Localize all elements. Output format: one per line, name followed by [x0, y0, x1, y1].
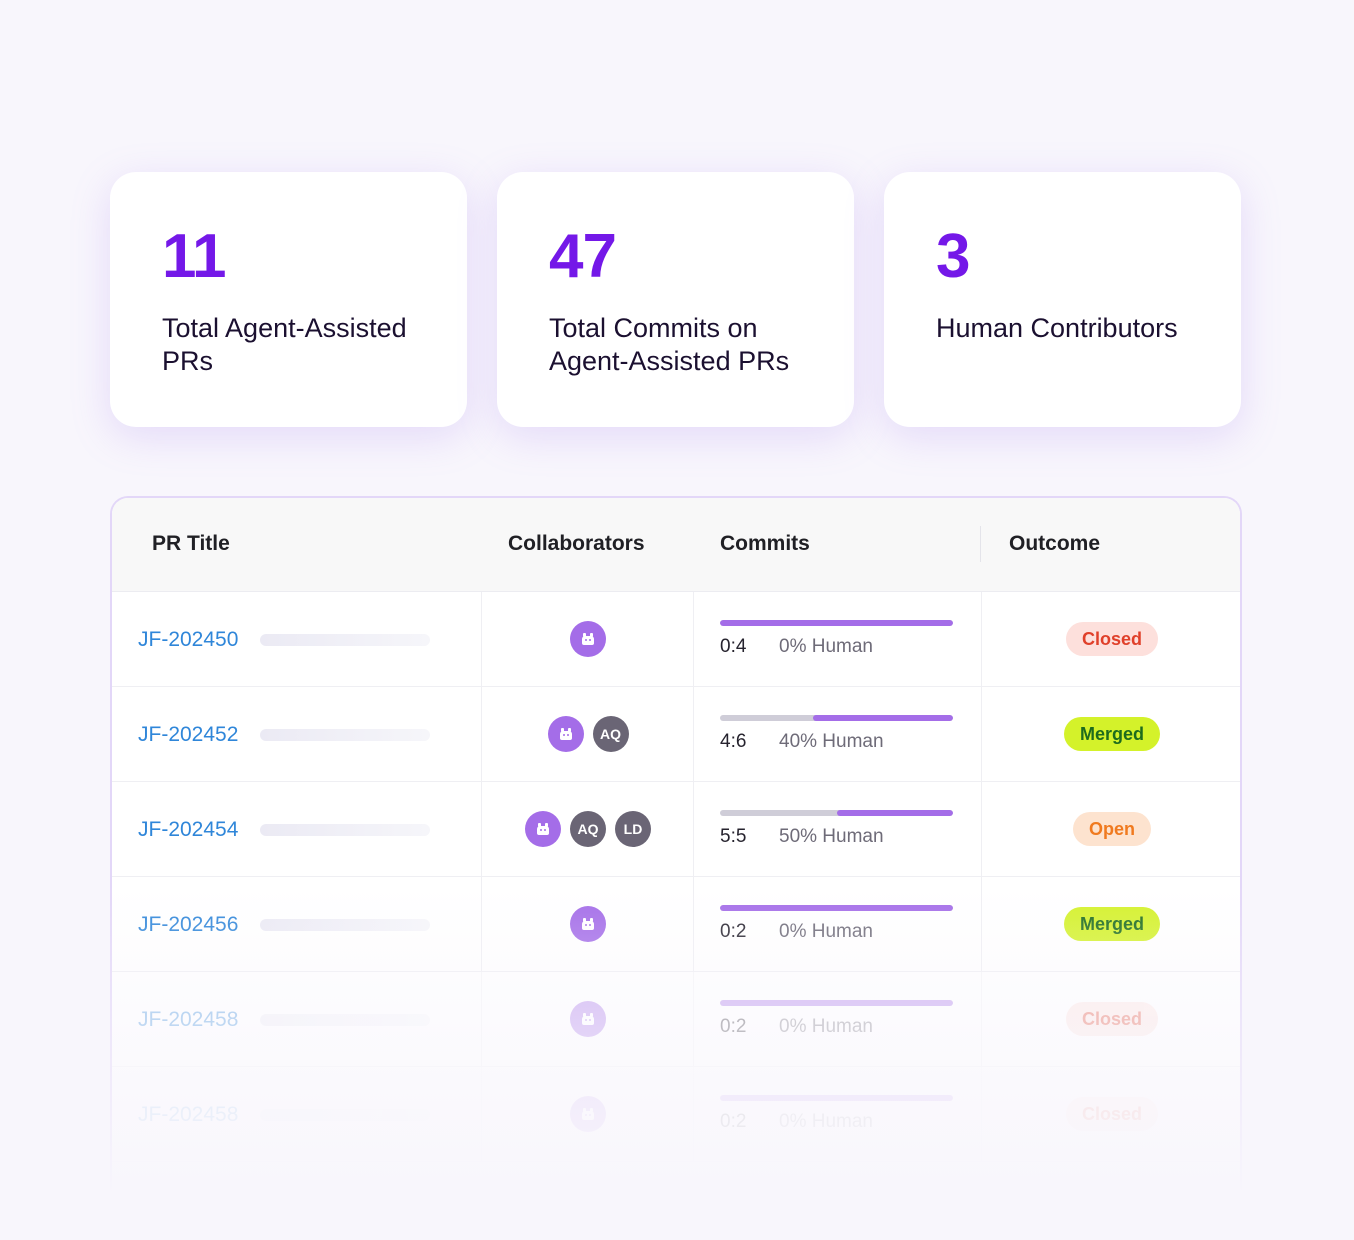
pr-title-placeholder	[260, 729, 430, 741]
agent-commit-fill	[836, 810, 953, 816]
stat-value: 11	[162, 222, 227, 291]
agent-commit-fill	[720, 620, 953, 626]
table-header: PR Title Collaborators Commits Outcome	[112, 498, 1240, 592]
header-outcome[interactable]: Outcome	[1009, 532, 1101, 555]
robot-icon	[580, 1013, 596, 1025]
robot-icon	[580, 918, 596, 930]
human-percentage: 0% Human	[779, 1016, 873, 1037]
outcome-badge: Closed	[1065, 1002, 1158, 1036]
agent-avatar[interactable]	[570, 621, 606, 657]
stat-label: Human Contributors	[936, 313, 1178, 343]
agent-avatar[interactable]	[570, 1001, 606, 1037]
agent-avatar[interactable]	[570, 1096, 606, 1132]
pr-id-link[interactable]: JF-202452	[138, 723, 239, 746]
pr-id-link[interactable]: JF-202450	[138, 628, 239, 651]
stat-card-human-contributors: 3 Human Contributors	[884, 172, 1241, 427]
agent-commit-fill	[813, 715, 953, 721]
pr-table: PR Title Collaborators Commits Outcome J…	[110, 496, 1242, 1240]
collaborator-avatar[interactable]: AQ	[592, 716, 629, 752]
stat-value: 3	[936, 222, 970, 291]
header-pr-title[interactable]: PR Title	[152, 532, 230, 555]
robot-icon	[580, 633, 596, 645]
commit-ratio-bar	[720, 1000, 953, 1006]
robot-icon	[580, 1108, 596, 1120]
outcome-badge: Merged	[1063, 717, 1160, 751]
table-row[interactable]: JF-202454 AQ LD 5:5 50% Human Open	[112, 782, 1240, 877]
collaborators-cell	[482, 621, 694, 657]
outcome-cell: Merged	[982, 907, 1240, 941]
outcome-cell: Closed	[982, 1002, 1240, 1036]
pr-id-link[interactable]: JF-202456	[138, 913, 239, 936]
outcome-cell: Merged	[982, 717, 1240, 751]
header-commits[interactable]: Commits	[720, 532, 810, 555]
commit-ratio-bar	[720, 810, 953, 816]
human-percentage: 40% Human	[779, 731, 884, 752]
pr-title-placeholder	[260, 919, 430, 931]
agent-commit-fill	[720, 905, 953, 911]
table-row[interactable]: JF-202456 0:2 0% Human Merged	[112, 877, 1240, 972]
outcome-badge: Open	[1072, 812, 1151, 846]
outcome-badge: Closed	[1065, 1097, 1158, 1131]
stat-card-total-commits: 47 Total Commits on Agent-Assisted PRs	[497, 172, 854, 427]
collaborator-avatar[interactable]: AQ	[570, 811, 606, 847]
table-row[interactable]: JF-202458 0:2 0% Human Closed	[112, 1067, 1240, 1162]
human-percentage: 0% Human	[779, 636, 873, 657]
pr-title-placeholder	[260, 1109, 430, 1121]
collaborators-cell	[482, 906, 694, 942]
commit-ratio: 0:4	[720, 636, 747, 657]
table-row[interactable]: JF-202450 0:4 0% Human Closed	[112, 592, 1240, 687]
commit-ratio: 0:2	[720, 1111, 747, 1132]
outcome-badge: Merged	[1063, 907, 1160, 941]
agent-avatar[interactable]	[525, 811, 561, 847]
pr-id-link[interactable]: JF-202454	[138, 818, 239, 841]
collaborators-cell: AQ LD	[482, 811, 694, 847]
commit-ratio-bar	[720, 905, 953, 911]
commit-ratio: 5:5	[720, 826, 747, 847]
outcome-badge: Closed	[1065, 622, 1158, 656]
commit-ratio: 0:2	[720, 921, 747, 942]
pr-title-placeholder	[260, 824, 430, 836]
header-divider	[980, 526, 981, 562]
agent-avatar[interactable]	[547, 716, 584, 752]
human-percentage: 0% Human	[779, 1111, 873, 1132]
agent-commit-fill	[720, 1095, 953, 1101]
stat-label: Total Agent-Assisted PRs	[162, 313, 407, 376]
collaborators-cell	[482, 1096, 694, 1132]
table-body: JF-202450 0:4 0% Human Closed JF-202452 AQ 4:6…	[112, 592, 1240, 1162]
outcome-cell: Open	[982, 812, 1240, 846]
human-percentage: 0% Human	[779, 921, 873, 942]
pr-id-link[interactable]: JF-202458	[138, 1008, 239, 1031]
agent-commit-fill	[720, 1000, 953, 1006]
human-percentage: 50% Human	[779, 826, 884, 847]
stat-card-total-prs: 11 Total Agent-Assisted PRs	[110, 172, 467, 427]
robot-icon	[535, 823, 551, 835]
pr-id-link[interactable]: JF-202458	[138, 1103, 239, 1126]
outcome-cell: Closed	[982, 622, 1240, 656]
outcome-cell: Closed	[982, 1097, 1240, 1131]
commit-ratio-bar	[720, 1095, 953, 1101]
commit-ratio: 4:6	[720, 731, 747, 752]
stat-label: Total Commits on Agent-Assisted PRs	[549, 313, 790, 376]
header-collaborators[interactable]: Collaborators	[508, 532, 645, 555]
agent-avatar[interactable]	[570, 906, 606, 942]
stat-value: 47	[549, 222, 617, 291]
pr-title-placeholder	[260, 1014, 430, 1026]
robot-icon	[558, 728, 574, 740]
stats-row: 11 Total Agent-Assisted PRs 47 Total Com…	[110, 172, 1242, 427]
collaborators-cell: AQ	[482, 716, 694, 752]
table-row[interactable]: JF-202458 0:2 0% Human Closed	[112, 972, 1240, 1067]
collaborators-cell	[482, 1001, 694, 1037]
table-row[interactable]: JF-202452 AQ 4:6 40% Human Merged	[112, 687, 1240, 782]
commit-ratio: 0:2	[720, 1016, 747, 1037]
commit-ratio-bar	[720, 620, 953, 626]
collaborator-avatar[interactable]: LD	[615, 811, 651, 847]
pr-title-placeholder	[260, 634, 430, 646]
commit-ratio-bar	[720, 715, 953, 721]
